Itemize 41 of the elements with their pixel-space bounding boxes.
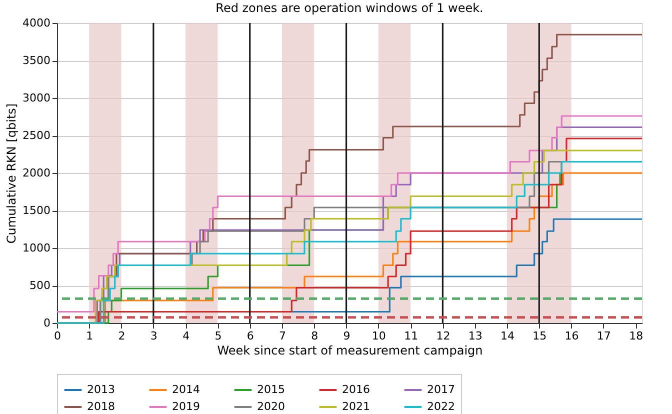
y-tick-label: 3500: [22, 54, 50, 67]
chart-title: Red zones are operation windows of 1 week.: [216, 1, 484, 15]
y-tick-label: 4000: [22, 16, 50, 30]
x-tick-label: 18: [629, 330, 644, 342]
y-tick-label: 2000: [22, 166, 50, 180]
y-tick-label: 3000: [22, 92, 50, 104]
x-tick-label: 15: [532, 330, 547, 342]
y-tick-label: 1500: [22, 204, 50, 217]
x-tick-label: 7: [279, 330, 286, 342]
x-tick-label: 4: [182, 330, 190, 342]
y-tick-label: 2500: [22, 129, 50, 142]
x-tick-label: 14: [500, 330, 514, 342]
legend-label: 2022: [427, 400, 455, 413]
x-tick-label: 6: [246, 330, 254, 342]
x-tick-label: 11: [404, 330, 418, 342]
legend-label: 2018: [87, 400, 115, 413]
y-tick-label: 500: [30, 279, 50, 292]
x-tick-label: 5: [214, 330, 222, 342]
x-tick-label: 1: [86, 330, 94, 342]
x-tick-label: 12: [436, 330, 450, 342]
x-axis-title: Week since start of measurement campaign: [217, 344, 483, 358]
x-tick-label: 2: [118, 330, 126, 342]
legend-label: 2017: [427, 383, 455, 396]
x-tick-label: 17: [596, 330, 611, 342]
legend-label: 2016: [342, 383, 370, 396]
y-tick-label: 1000: [22, 242, 50, 254]
x-tick-label: 16: [564, 330, 579, 342]
x-tick-label: 3: [150, 330, 158, 342]
x-tick-label: 10: [372, 330, 386, 342]
legend-label: 2019: [172, 400, 200, 413]
legend-label: 2020: [257, 400, 285, 413]
y-tick-label: 0: [44, 316, 50, 330]
y-axis-title: Cumulative RKN [qbits]: [4, 103, 19, 244]
legend-label: 2014: [172, 383, 200, 396]
x-tick-label: 0: [54, 330, 61, 342]
x-tick-label: 8: [311, 330, 318, 342]
legend-label: 2013: [87, 383, 115, 396]
x-tick-label: 13: [468, 330, 482, 342]
legend-label: 2021: [342, 400, 370, 413]
x-tick-label: 9: [343, 330, 350, 342]
legend-label: 2015: [257, 383, 285, 396]
